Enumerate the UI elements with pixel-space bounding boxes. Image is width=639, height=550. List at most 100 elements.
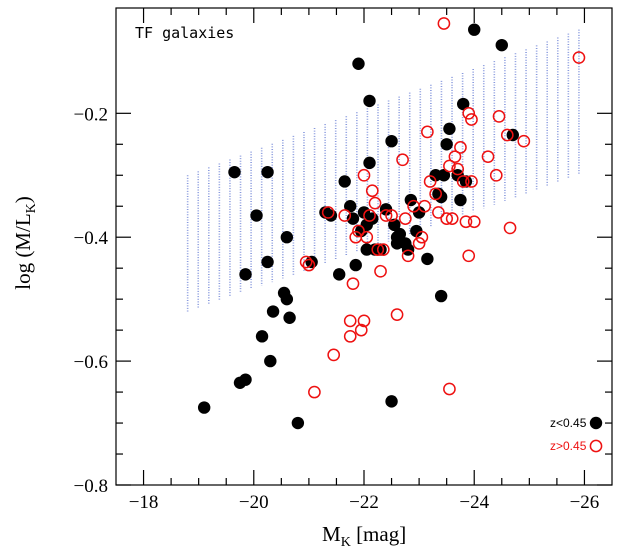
point-low-z (255, 330, 269, 343)
point-high-z (343, 314, 357, 328)
point-low-z (283, 311, 296, 324)
x-axis-title-main: M (322, 522, 341, 546)
point-high-z (503, 221, 517, 235)
point-low-z (266, 305, 280, 318)
point-low-z (374, 243, 387, 256)
point-low-z (250, 209, 263, 222)
data-points (197, 17, 586, 430)
point-high-z (412, 237, 426, 250)
point-high-z (343, 329, 357, 343)
point-high-z (454, 141, 467, 154)
point-high-z (443, 382, 456, 396)
point-high-z (379, 209, 393, 222)
point-high-z (357, 168, 371, 182)
point-low-z (385, 395, 398, 408)
point-high-z (354, 323, 368, 337)
x-tick-label: −22 (349, 492, 379, 513)
point-low-z (385, 134, 398, 148)
point-high-z (489, 168, 503, 182)
point-low-z (363, 156, 376, 170)
point-low-z (344, 200, 357, 213)
point-high-z (448, 150, 462, 164)
point-high-z (338, 209, 352, 222)
point-low-z (410, 224, 423, 238)
point-high-z (418, 199, 431, 213)
point-high-z (415, 230, 429, 244)
point-low-z (457, 97, 470, 111)
x-tick-label: −26 (570, 492, 600, 513)
legend-label-low-z: z<0.45 (550, 416, 587, 430)
point-low-z (363, 94, 376, 108)
point-low-z (404, 193, 418, 207)
point-high-z (365, 184, 379, 198)
point-low-z (239, 373, 252, 386)
point-high-z (462, 249, 476, 263)
point-low-z (443, 122, 456, 135)
point-low-z (264, 354, 277, 368)
point-high-z (396, 153, 409, 167)
point-high-z (465, 113, 478, 126)
point-low-z (434, 289, 448, 303)
point-low-z (437, 169, 451, 182)
point-high-z (346, 277, 360, 291)
point-high-z (445, 212, 459, 225)
point-high-z (432, 206, 445, 219)
point-high-z (357, 314, 371, 328)
point-high-z (385, 209, 398, 222)
point-high-z (398, 212, 412, 225)
point-high-z (299, 255, 313, 269)
point-low-z (338, 175, 351, 188)
y-axis-title-sub: K (24, 203, 39, 213)
x-tick-label: −24 (459, 492, 489, 513)
point-high-z (572, 51, 586, 64)
point-high-z (440, 212, 454, 225)
point-high-z (500, 128, 514, 142)
point-high-z (443, 159, 456, 173)
point-high-z (371, 243, 385, 256)
point-low-z (291, 416, 305, 430)
point-low-z (228, 165, 241, 179)
tick-labels: −18 −20 −22 −24 −26 −0.8 −0.6 −0.4 −0.2 (74, 104, 600, 513)
legend-marker-low-z (589, 416, 603, 430)
x-tick-label: −20 (239, 492, 269, 513)
point-high-z (429, 187, 442, 201)
point-low-z (495, 38, 508, 52)
x-axis-title-sub: K (341, 535, 351, 550)
point-low-z (412, 206, 426, 219)
point-high-z (421, 125, 434, 139)
point-low-z (280, 292, 294, 306)
point-high-z (368, 196, 382, 210)
legend-label-high-z: z>0.45 (550, 439, 587, 453)
point-low-z (197, 401, 211, 414)
point-high-z (456, 175, 470, 188)
legend: z<0.45 z>0.45 (550, 416, 603, 453)
point-high-z (459, 215, 473, 229)
point-low-z (440, 138, 453, 151)
y-tick-label: −0.4 (74, 228, 109, 249)
y-axis-title-end: ) (11, 196, 35, 203)
point-high-z (363, 209, 376, 222)
point-low-z (366, 212, 379, 225)
point-low-z (239, 268, 252, 281)
point-high-z (462, 106, 476, 120)
point-high-z (390, 308, 404, 321)
point-low-z (421, 252, 434, 266)
point-low-z (352, 57, 365, 70)
point-high-z (327, 348, 341, 362)
point-high-z (437, 17, 451, 30)
x-axis-title-unit: [mag] (351, 522, 406, 546)
model-band (186, 29, 580, 312)
x-tick-label: −18 (129, 492, 159, 513)
y-tick-label: −0.6 (74, 352, 108, 373)
point-low-z (324, 209, 338, 222)
point-high-z (481, 150, 495, 164)
axis-ticks (116, 8, 612, 486)
point-high-z (423, 175, 437, 188)
point-low-z (468, 23, 481, 36)
point-high-z (451, 162, 465, 176)
y-axis-title: log (M/LK) (11, 196, 39, 290)
point-low-z (261, 165, 274, 179)
legend-marker-high-z (589, 439, 603, 453)
point-low-z (349, 258, 362, 272)
